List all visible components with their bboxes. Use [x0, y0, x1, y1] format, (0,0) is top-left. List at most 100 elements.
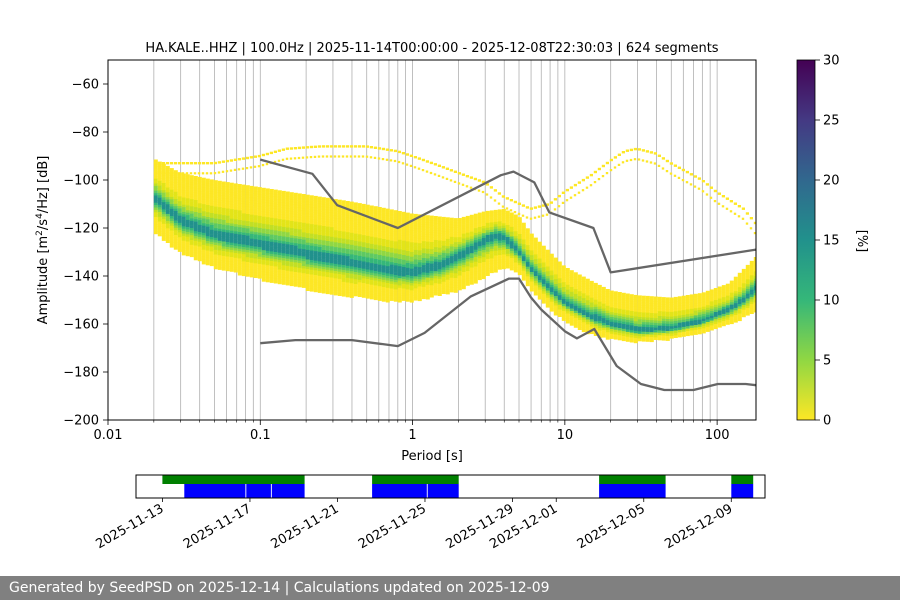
psd-cell — [673, 301, 678, 305]
psd-cell — [417, 288, 422, 292]
psd-cell — [261, 274, 266, 277]
psd-cell — [209, 234, 214, 238]
psd-cell — [253, 215, 258, 218]
psd-cell — [285, 237, 290, 240]
psd-cell — [333, 287, 338, 291]
psd-cell — [293, 221, 298, 225]
psd-cell — [309, 240, 314, 244]
psd-cell — [633, 147, 637, 151]
psd-cell — [337, 238, 342, 241]
psd-cell — [345, 287, 350, 291]
psd-cell — [249, 195, 254, 199]
psd-cell — [301, 263, 306, 267]
psd-cell — [613, 291, 618, 294]
psd-cell — [369, 231, 374, 235]
psd-cell — [401, 298, 406, 301]
psd-cell — [673, 308, 678, 312]
psd-cell — [325, 145, 329, 148]
psd-cell — [481, 211, 486, 215]
psd-cell — [361, 285, 366, 289]
psd-cell — [553, 208, 557, 211]
psd-cell — [617, 311, 622, 314]
psd-cell — [413, 276, 418, 279]
psd-cell — [733, 293, 738, 297]
psd-cell — [261, 238, 266, 241]
psd-cell — [509, 219, 514, 223]
psd-cell — [749, 268, 754, 271]
psd-cell — [389, 276, 394, 280]
psd-cell — [321, 214, 326, 217]
psd-cell — [189, 204, 194, 207]
psd-cell — [441, 238, 446, 242]
psd-cell — [645, 339, 650, 342]
psd-cell — [673, 328, 678, 331]
psd-cell — [269, 208, 274, 211]
psd-cell — [653, 318, 658, 321]
psd-cell — [333, 215, 338, 219]
psd-cell — [249, 221, 254, 225]
psd-cell — [381, 296, 386, 300]
psd-cell — [185, 172, 189, 175]
psd-cell — [581, 324, 586, 328]
psd-cell — [261, 223, 266, 227]
psd-cell — [681, 334, 686, 337]
psd-cell — [257, 218, 262, 221]
psd-cell — [657, 328, 662, 331]
psd-cell — [321, 250, 326, 253]
psd-cell — [157, 166, 162, 170]
psd-cell — [253, 232, 258, 235]
psd-cell — [597, 167, 601, 171]
psd-cell — [281, 202, 286, 206]
psd-cell — [449, 268, 454, 271]
psd-cell — [341, 272, 346, 275]
psd-cell — [717, 305, 722, 309]
psd-cell — [417, 257, 422, 261]
psd-cell — [373, 263, 378, 267]
psd-cell — [413, 254, 418, 258]
psd-cell — [661, 325, 666, 329]
psd-cell — [225, 249, 230, 252]
psd-cell — [393, 260, 398, 264]
psd-cell — [529, 276, 534, 280]
psd-cell — [657, 164, 661, 167]
psd-cell — [321, 145, 325, 148]
psd-cell — [313, 282, 318, 285]
psd-cell — [409, 292, 414, 296]
psd-cell — [341, 241, 346, 244]
psd-cell — [185, 198, 190, 201]
psd-cell — [537, 296, 542, 300]
psd-cell — [369, 241, 374, 245]
psd-cell — [357, 289, 362, 293]
psd-cell — [589, 300, 594, 303]
psd-cell — [597, 328, 602, 331]
psd-cell — [473, 216, 478, 219]
psd-cell — [333, 227, 338, 231]
psd-cell — [533, 273, 538, 277]
psd-cell — [545, 264, 550, 267]
psd-cell — [469, 270, 474, 273]
psd-cell — [709, 289, 714, 293]
psd-cell — [513, 262, 518, 266]
psd-cell — [185, 181, 190, 185]
psd-cell — [233, 224, 238, 227]
psd-cell — [325, 224, 330, 227]
psd-cell — [213, 206, 218, 210]
psd-cell — [297, 200, 302, 204]
psd-cell — [465, 259, 470, 262]
psd-cell — [597, 287, 602, 290]
psd-cell — [561, 279, 566, 283]
psd-cell — [521, 265, 526, 269]
psd-cell — [413, 249, 418, 253]
psd-cell — [201, 249, 206, 253]
psd-cell — [405, 239, 410, 242]
psd-cell — [553, 284, 558, 287]
psd-cell — [209, 201, 214, 204]
psd-cell — [673, 306, 678, 310]
psd-cell — [217, 216, 222, 220]
psd-cell — [273, 230, 278, 234]
psd-cell — [477, 263, 482, 266]
psd-cell — [409, 154, 413, 157]
psd-cell — [201, 192, 206, 195]
psd-cell — [505, 244, 510, 247]
psd-cell — [381, 207, 386, 211]
